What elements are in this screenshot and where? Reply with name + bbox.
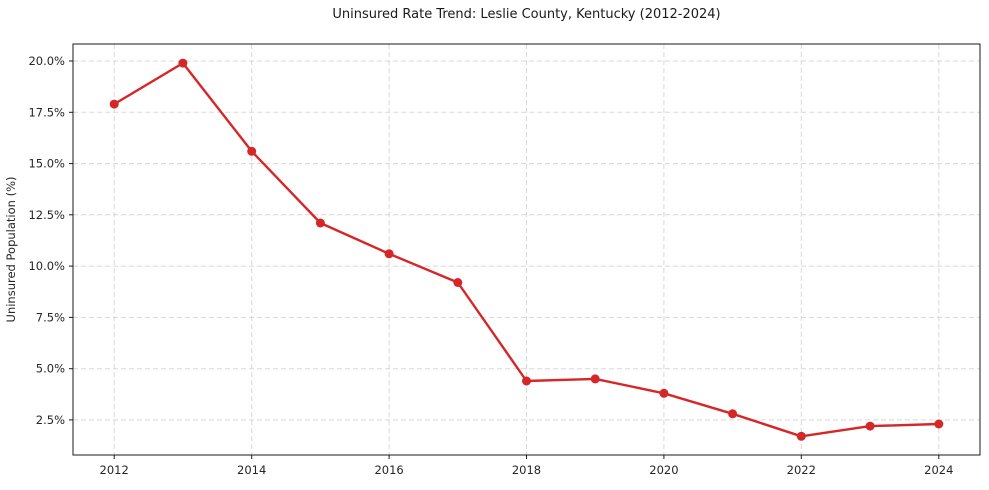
x-tick-label: 2022 xyxy=(787,463,816,477)
data-point-2016 xyxy=(384,249,394,259)
data-point-2012 xyxy=(109,99,119,109)
y-tick-label: 20.0% xyxy=(28,54,65,68)
y-tick-label: 10.0% xyxy=(28,259,65,273)
x-tick-label: 2018 xyxy=(512,463,541,477)
data-point-2014 xyxy=(247,146,257,156)
axes-border xyxy=(72,43,981,456)
x-tick-label: 2012 xyxy=(100,463,129,477)
data-point-2015 xyxy=(315,218,325,228)
data-point-2018 xyxy=(522,376,531,386)
data-point-2024 xyxy=(934,419,944,429)
y-tick-label: 15.0% xyxy=(28,157,65,171)
x-tick-label: 2016 xyxy=(374,463,403,477)
data-point-2019 xyxy=(590,374,600,384)
x-tick-label: 2014 xyxy=(237,463,266,477)
data-point-2020 xyxy=(659,388,669,398)
y-tick-label: 7.5% xyxy=(36,310,65,324)
y-tick-label: 17.5% xyxy=(28,105,65,119)
data-point-2022 xyxy=(796,431,806,441)
x-tick-label: 2024 xyxy=(924,463,953,477)
data-point-2023 xyxy=(865,421,875,431)
data-point-2017 xyxy=(453,278,463,287)
x-tick-label: 2020 xyxy=(649,463,678,477)
y-tick-label: 12.5% xyxy=(28,208,65,222)
y-tick-label: 5.0% xyxy=(36,362,65,376)
y-tick-label: 2.5% xyxy=(36,413,65,427)
data-point-2021 xyxy=(728,409,738,419)
y-axis-label: Uninsured Population (%) xyxy=(4,177,18,323)
data-point-2013 xyxy=(178,58,188,68)
chart-title: Uninsured Rate Trend: Leslie County, Ken… xyxy=(332,7,721,22)
